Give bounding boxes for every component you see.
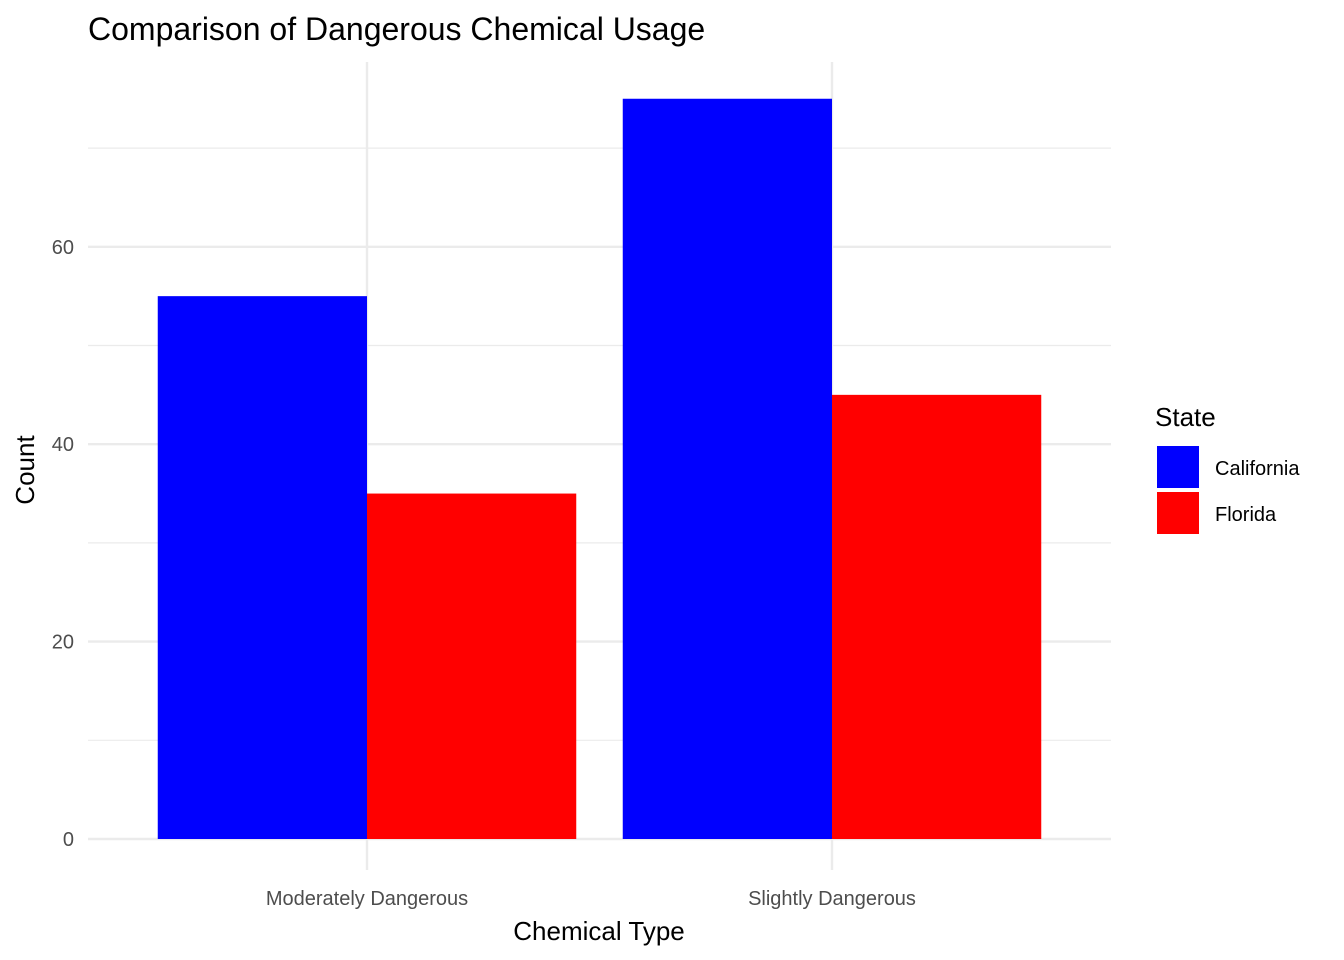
legend-items: California Florida	[1157, 446, 1300, 534]
y-tick-label: 40	[52, 434, 74, 456]
legend-label: California	[1215, 458, 1300, 480]
bar-california	[157, 296, 367, 839]
bar-florida	[367, 493, 577, 839]
legend-title: State	[1155, 402, 1216, 432]
x-axis-title: Chemical Type	[513, 916, 685, 946]
bar-florida	[832, 394, 1042, 839]
x-tick-label: Slightly Dangerous	[748, 888, 916, 910]
x-tick-label: Moderately Dangerous	[266, 888, 468, 910]
legend-label: Florida	[1215, 504, 1277, 526]
bars-layer	[157, 98, 1042, 839]
y-axis-title: Count	[10, 435, 40, 505]
legend-key-california	[1157, 446, 1199, 488]
y-tick-label: 0	[63, 829, 74, 851]
legend: State California Florida	[1155, 402, 1300, 534]
y-tick-label: 20	[52, 632, 74, 654]
axis-layer: 0 20 40 60 Moderately Dangerous Slightly Dang…	[52, 237, 916, 910]
chart-title: Comparison of Dangerous Chemical Usage	[88, 11, 705, 47]
legend-key-florida	[1157, 492, 1199, 534]
bar-california	[622, 98, 832, 839]
y-tick-label: 60	[52, 237, 74, 259]
